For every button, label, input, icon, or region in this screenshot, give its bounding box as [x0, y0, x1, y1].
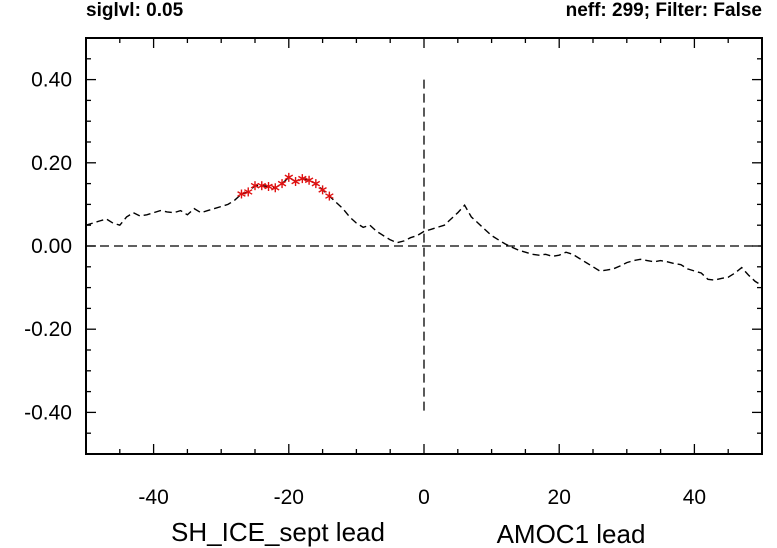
- significant-point-marker: [264, 182, 273, 192]
- x-label-left: SH_ICE_sept lead: [171, 517, 385, 547]
- significant-point-marker: [277, 179, 287, 189]
- correlation-series-line: [85, 176, 763, 287]
- x-tick-label: 40: [683, 486, 706, 509]
- x-label-right: AMOC1 lead: [497, 519, 646, 548]
- significant-point-marker: [237, 189, 246, 199]
- axis-ticks: -40 -20 0 20 40 -0.40 -0.20 0.00 0.20 0.40: [24, 37, 763, 509]
- significant-point-marker: [257, 181, 267, 191]
- y-tick-label: -0.20: [24, 318, 72, 341]
- x-tick-label: -40: [138, 486, 168, 509]
- y-tick-label: 0.20: [31, 152, 72, 175]
- significant-point-marker: [250, 181, 260, 191]
- significant-point-marker: [243, 187, 253, 197]
- significant-point-marker: [298, 174, 307, 184]
- significant-point-marker: [271, 183, 280, 193]
- y-tick-label: 0.00: [31, 235, 72, 258]
- significant-point-marker: [284, 172, 294, 182]
- header-left: siglvl: 0.05: [86, 0, 184, 21]
- significant-point-marker: [318, 185, 327, 195]
- significant-point-marker: [311, 179, 321, 189]
- y-tick-label: 0.40: [31, 69, 72, 92]
- x-tick-label: 20: [548, 486, 571, 509]
- x-tick-label: -20: [274, 486, 304, 509]
- significant-point-marker: [291, 177, 300, 187]
- plot-area: [85, 79, 763, 413]
- header-right: neff: 299; Filter: False: [566, 0, 762, 21]
- x-tick-label: 0: [418, 486, 430, 509]
- significant-point-marker: [325, 191, 334, 201]
- y-tick-label: -0.40: [24, 401, 72, 424]
